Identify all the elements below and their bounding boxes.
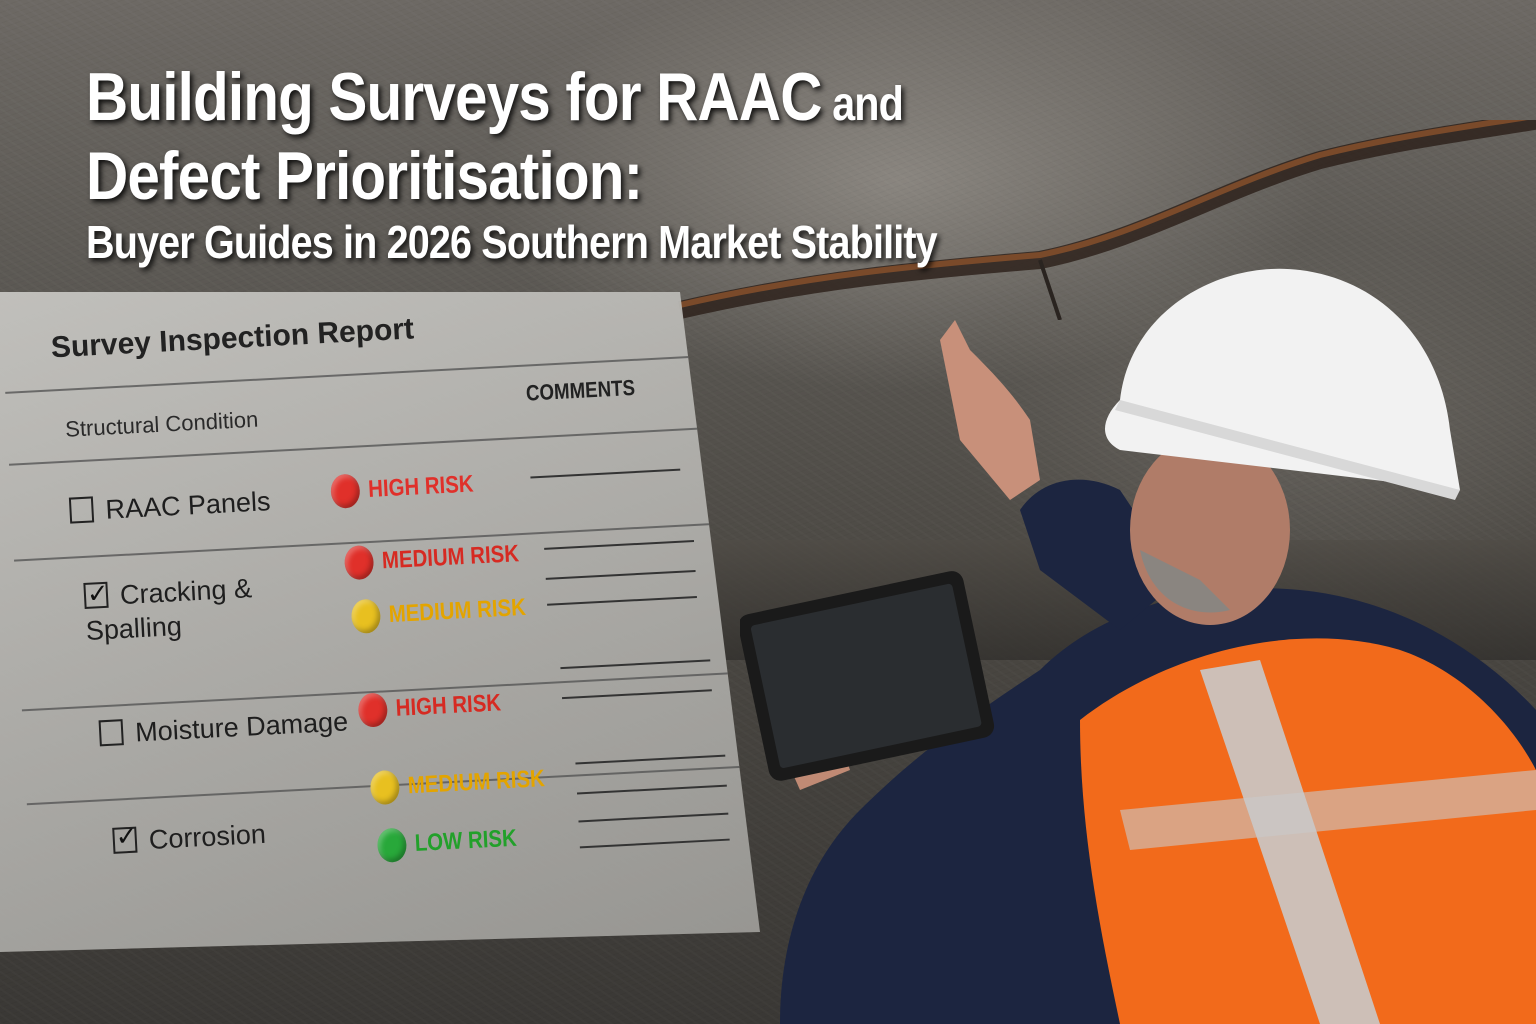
survey-inspection-report: Survey Inspection Report Structural Cond… [0, 292, 760, 952]
risk-badge-high: HIGH RISK [330, 468, 474, 509]
risk-label: HIGH RISK [367, 470, 475, 503]
tablet-device [740, 571, 995, 781]
red-status-dot [357, 692, 389, 728]
comment-line [576, 784, 727, 795]
comment-line [579, 838, 730, 849]
item-label: Moisture Damage [134, 706, 349, 748]
green-status-dot [376, 827, 408, 863]
headline-line1: Building Surveys for RAAC [86, 59, 822, 135]
exposed-rebar-crack [677, 120, 1536, 320]
risk-label: HIGH RISK [395, 689, 502, 722]
white-hard-hat [1105, 268, 1460, 490]
headline: Building Surveys for RAAC and Defect Pri… [86, 59, 938, 272]
red-status-dot [343, 544, 375, 581]
comment-line [578, 812, 729, 823]
comment-line [561, 689, 712, 700]
comment-line [575, 754, 726, 765]
risk-badge-medium-red: MEDIUM RISK [343, 537, 520, 581]
headline-subtitle: Buyer Guides in 2026 Southern Market Sta… [86, 216, 938, 268]
report-title: Survey Inspection Report [50, 312, 415, 365]
yellow-status-dot [350, 598, 382, 635]
checkbox-unchecked[interactable] [68, 496, 95, 524]
comment-line [560, 659, 711, 670]
checkbox-unchecked[interactable] [98, 719, 124, 747]
comment-line [545, 569, 696, 580]
raised-arm [1020, 479, 1180, 630]
risk-label: MEDIUM RISK [388, 593, 527, 629]
item-raac-panels: RAAC Panels [68, 486, 272, 527]
header-comments: COMMENTS [525, 374, 636, 406]
pointing-hand [940, 320, 1040, 500]
comment-line [530, 468, 681, 479]
comment-line [544, 540, 695, 550]
header-structural-condition: Structural Condition [64, 406, 259, 442]
item-moisture-damage: Moisture Damage [98, 706, 349, 750]
checkbox-checked[interactable] [112, 826, 138, 854]
risk-label: LOW RISK [414, 824, 518, 858]
risk-label: MEDIUM RISK [407, 765, 546, 800]
headline-line2: Defect Prioritisation: [86, 138, 643, 214]
item-label: RAAC Panels [104, 486, 272, 525]
beard [1140, 550, 1230, 613]
risk-badge-high: HIGH RISK [357, 686, 502, 728]
risk-badge-medium-amber: MEDIUM RISK [350, 591, 527, 635]
risk-badge-medium-amber: MEDIUM RISK [369, 762, 546, 806]
headline-line1-and: and [821, 78, 904, 131]
item-label: Cracking & Spalling [85, 573, 253, 646]
reflective-stripe [1120, 770, 1536, 850]
comment-line [547, 595, 697, 606]
yellow-status-dot [369, 769, 401, 806]
checkbox-checked[interactable] [83, 581, 109, 610]
item-cracking-spalling: Cracking & Spalling [83, 570, 286, 648]
reflective-stripe [1200, 660, 1380, 1024]
red-status-dot [330, 473, 361, 509]
risk-badge-low: LOW RISK [376, 822, 518, 863]
risk-label: MEDIUM RISK [381, 540, 520, 575]
item-corrosion: Corrosion [112, 818, 267, 858]
inspector-figure [740, 268, 1536, 1024]
item-label: Corrosion [148, 818, 267, 855]
